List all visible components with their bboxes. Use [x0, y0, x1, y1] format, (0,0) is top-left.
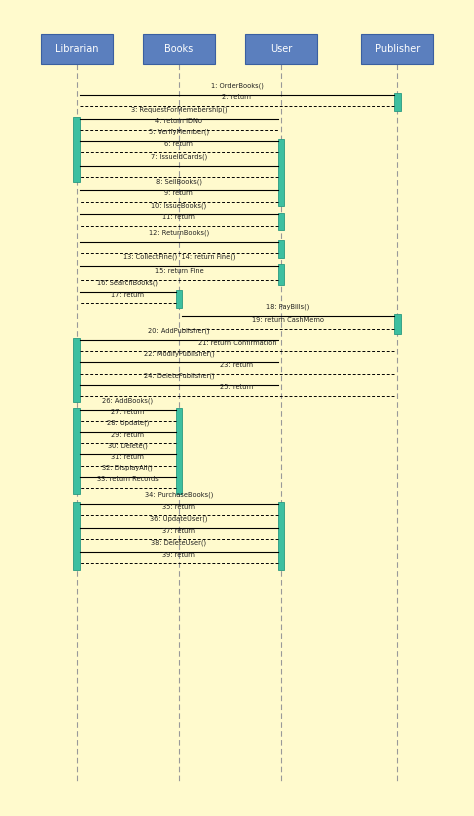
Text: Books: Books [164, 44, 193, 54]
Text: 31: return: 31: return [111, 454, 145, 460]
Bar [73, 503, 80, 570]
Bar [394, 314, 401, 334]
Bar [41, 33, 113, 64]
Bar [278, 503, 284, 570]
Text: 39: return: 39: return [163, 552, 195, 557]
Text: 36: UpdateUser(): 36: UpdateUser() [150, 516, 208, 522]
Text: 23: return: 23: return [220, 362, 254, 368]
Text: 4: return IDNo: 4: return IDNo [155, 118, 202, 124]
Text: 22: ModifyPublisher(): 22: ModifyPublisher() [144, 350, 214, 357]
Bar [73, 339, 80, 401]
Text: 3: RequestForMemebership(): 3: RequestForMemebership() [131, 106, 227, 113]
Text: 20: AddPublisher(): 20: AddPublisher() [148, 328, 210, 335]
Bar [278, 264, 284, 285]
Text: 8: SellBooks(): 8: SellBooks() [156, 179, 202, 185]
Bar [73, 408, 80, 494]
Text: Publisher: Publisher [374, 44, 420, 54]
Text: 32: DisplayAll(): 32: DisplayAll() [102, 464, 153, 471]
Text: 28: Update(): 28: Update() [107, 420, 149, 427]
Text: 19: return CashMemo: 19: return CashMemo [252, 317, 324, 323]
Text: 17: return: 17: return [111, 291, 145, 298]
Bar [176, 290, 182, 308]
Text: 37: return: 37: return [163, 528, 195, 534]
Bar [278, 240, 284, 258]
Text: 24: DeletePublisher(): 24: DeletePublisher() [144, 373, 214, 379]
Bar [361, 33, 433, 64]
Text: 11: return: 11: return [163, 214, 195, 220]
Text: 29: return: 29: return [111, 432, 145, 437]
Bar [278, 213, 284, 230]
Text: 15: return Fine: 15: return Fine [155, 268, 203, 274]
Text: 21: return Confirmation: 21: return Confirmation [198, 339, 276, 346]
Text: 7: IssueIdCards(): 7: IssueIdCards() [151, 153, 207, 160]
Text: 1: OrderBooks(): 1: OrderBooks() [210, 82, 264, 89]
Text: 34: PurchaseBooks(): 34: PurchaseBooks() [145, 492, 213, 499]
Bar [278, 140, 284, 206]
Text: 33: return Records: 33: return Records [97, 477, 159, 482]
Bar [143, 33, 215, 64]
Text: 5: VerifyMember(): 5: VerifyMember() [149, 129, 209, 135]
Text: 2: return: 2: return [222, 94, 252, 100]
Bar [245, 33, 317, 64]
Bar [73, 117, 80, 183]
Text: 10: IssueBooks(): 10: IssueBooks() [151, 202, 207, 209]
Text: 25: return: 25: return [220, 384, 254, 390]
Text: 26: AddBooks(): 26: AddBooks() [102, 397, 154, 404]
Text: User: User [270, 44, 292, 54]
Bar [176, 408, 182, 494]
Text: 38: DeleteUser(): 38: DeleteUser() [151, 540, 207, 547]
Text: 30: Delete(): 30: Delete() [108, 442, 148, 449]
Text: Librarian: Librarian [55, 44, 99, 54]
Text: 35: return: 35: return [163, 503, 195, 509]
Text: 18: PayBills(): 18: PayBills() [266, 304, 310, 310]
Text: 6: return: 6: return [164, 140, 193, 147]
Text: 13: CollectFine()  14: return Fine(): 13: CollectFine() 14: return Fine() [123, 254, 235, 260]
Text: 12: ReturnBooks(): 12: ReturnBooks() [149, 229, 209, 236]
Text: 9: return: 9: return [164, 190, 193, 196]
Text: 16: SearchBooks(): 16: SearchBooks() [97, 280, 158, 286]
Text: 27: return: 27: return [111, 409, 145, 415]
Bar [394, 93, 401, 110]
